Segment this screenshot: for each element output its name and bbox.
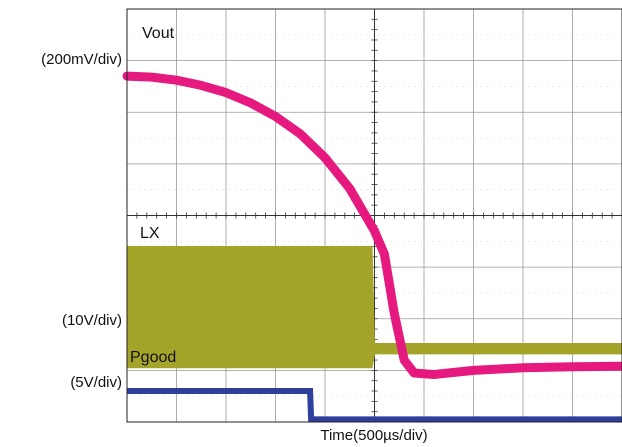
vout-scale-label: (200mV/div) — [41, 51, 122, 68]
trace-pgood — [127, 388, 622, 423]
grid — [126, 8, 622, 423]
x-axis-label: Time(500µs/div) — [320, 427, 427, 444]
plot-border — [126, 8, 622, 423]
trace-lx — [126, 246, 622, 369]
channel-name-pgood: Pgood — [130, 349, 176, 366]
trace-vout — [122, 71, 622, 379]
pgood-scale-label: (5V/div) — [70, 374, 122, 391]
lx-scale-label: (10V/div) — [62, 312, 122, 329]
traces — [122, 71, 622, 423]
channel-name-lx: LX — [140, 225, 160, 242]
channel-name-vout: Vout — [142, 25, 175, 42]
